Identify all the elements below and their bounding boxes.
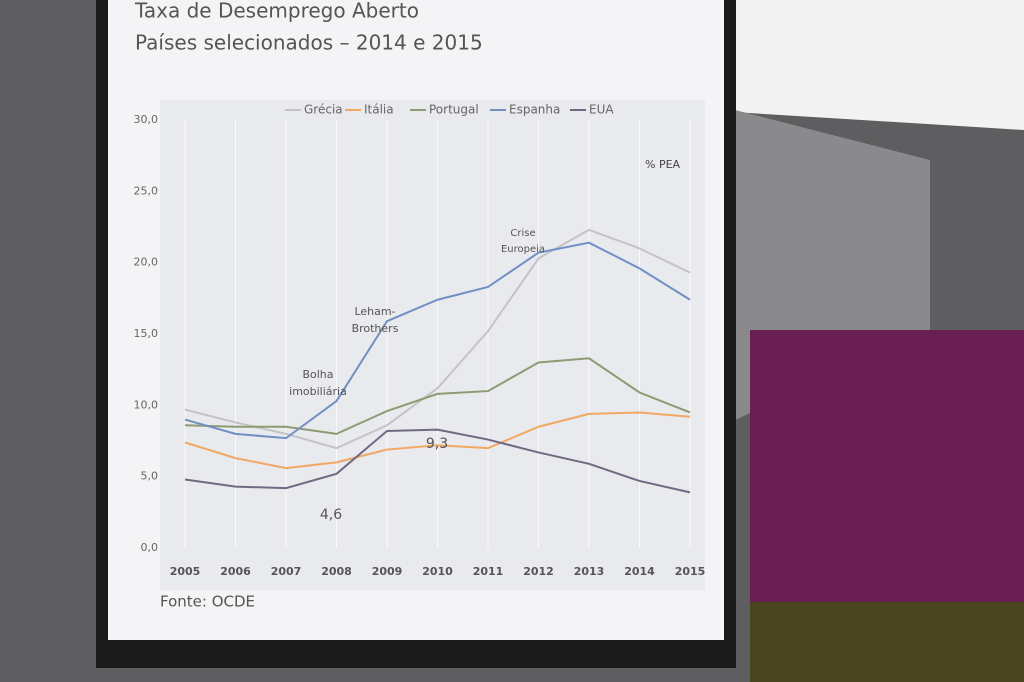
y-tick-label: 25,0 [134, 184, 159, 197]
annotation: Bolha [302, 368, 333, 381]
annotation: imobiliária [289, 385, 347, 398]
series-line [184, 241, 691, 440]
x-tick-label: 2008 [321, 565, 352, 578]
y-tick-label: 20,0 [134, 256, 159, 269]
annotation: Crise [510, 228, 535, 239]
x-tick-label: 2015 [675, 565, 706, 578]
x-tick-label: 2013 [574, 565, 605, 578]
x-tick-label: 2010 [422, 565, 453, 578]
plot-background [160, 100, 705, 590]
x-tick-label: 2007 [271, 565, 302, 578]
series-line [184, 357, 691, 435]
x-tick-label: 2005 [170, 565, 201, 578]
chart-title: Taxa de Desemprego Aberto [134, 0, 419, 23]
x-tick-label: 2012 [523, 565, 554, 578]
source: Fonte: OCDE [160, 593, 255, 611]
series-line [184, 228, 691, 450]
legend-label: Portugal [429, 103, 479, 117]
series-line [184, 411, 691, 470]
unit-label: % PEA [645, 158, 681, 171]
chart-subtitle: Países selecionados – 2014 e 2015 [135, 31, 483, 55]
annotation: 4,6 [320, 507, 342, 523]
floor-wall [750, 602, 1024, 682]
ceiling [700, 0, 1024, 130]
x-tick-label: 2014 [624, 565, 655, 578]
annotation: Brothers [352, 322, 399, 335]
legend-label: Grécia [304, 103, 343, 117]
purple-wall [750, 330, 1024, 602]
y-tick-label: 15,0 [134, 327, 159, 340]
x-tick-label: 2006 [220, 565, 251, 578]
series-line [184, 428, 691, 494]
annotation: Europeia [501, 244, 545, 255]
y-tick-label: 0,0 [141, 541, 159, 554]
legend-label: EUA [589, 103, 614, 117]
y-tick-label: 30,0 [134, 113, 159, 126]
legend-label: Espanha [509, 103, 560, 117]
y-tick-label: 10,0 [134, 398, 159, 411]
annotation: 9,3 [426, 436, 448, 452]
x-tick-label: 2011 [473, 565, 504, 578]
annotation: Leham- [354, 305, 395, 318]
y-tick-label: 5,0 [141, 470, 159, 483]
legend-label: Itália [364, 103, 394, 117]
x-tick-label: 2009 [372, 565, 403, 578]
